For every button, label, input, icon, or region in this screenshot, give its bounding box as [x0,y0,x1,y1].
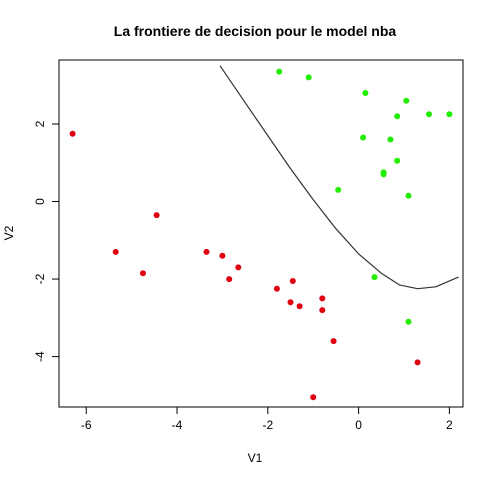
y-tick-label: -4 [33,351,47,362]
x-tick-label: -4 [172,418,183,432]
x-tick-label: 0 [355,418,362,432]
x-tick-label: 2 [446,418,453,432]
y-tick-label: 0 [33,198,47,205]
data-point [296,303,303,310]
data-point [319,307,326,314]
data-point [387,136,394,143]
data-point [153,212,160,219]
points-layer [69,68,453,401]
plot-area-frame [58,59,464,408]
decision-boundary-curve [219,65,459,290]
y-tick-label: 2 [33,120,47,127]
x-axis: -6 -4 -2 0 2 [81,406,453,432]
data-point [414,359,421,366]
data-point [219,252,226,259]
data-point [380,171,387,178]
y-axis: -4 -2 0 2 [33,120,60,362]
data-point [235,264,242,271]
data-point [287,299,294,306]
data-point [276,68,283,75]
data-point [394,157,401,164]
data-point [426,111,432,118]
data-point [226,276,233,283]
data-point [112,248,119,255]
data-point [330,338,337,345]
data-point [289,278,296,284]
data-point [362,90,369,96]
x-tick-label: -2 [262,418,273,432]
y-tick-label: -2 [33,273,47,284]
boundary-layer [219,65,459,290]
x-axis-label: V1 [248,451,263,465]
data-point [446,111,453,118]
data-point [360,134,367,141]
data-point [371,274,378,281]
data-point [405,318,412,325]
x-tick-label: -6 [81,418,92,432]
data-point [305,74,312,81]
data-point [69,130,76,137]
data-point [310,394,317,401]
y-axis-label: V2 [2,225,16,240]
chart-title: La frontiere de decision pour le model n… [114,23,397,39]
data-point [319,295,326,302]
data-point [394,113,401,120]
data-point [203,248,210,255]
data-point [140,270,146,277]
data-point [273,285,280,292]
data-point [403,97,410,104]
data-point [335,186,342,193]
data-point [405,192,412,199]
